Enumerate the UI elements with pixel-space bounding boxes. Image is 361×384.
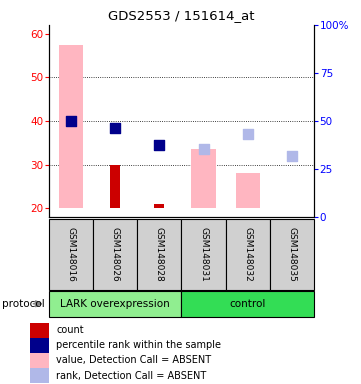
Text: control: control	[230, 299, 266, 309]
Text: rank, Detection Call = ABSENT: rank, Detection Call = ABSENT	[56, 371, 206, 381]
Bar	[236, 173, 260, 208]
Point	[245, 131, 251, 137]
Point	[289, 153, 295, 159]
Point	[112, 124, 118, 131]
Bar	[59, 45, 83, 208]
Text: GSM148026: GSM148026	[110, 227, 119, 282]
Bar	[226, 219, 270, 290]
Bar	[155, 204, 164, 208]
Text: value, Detection Call = ABSENT: value, Detection Call = ABSENT	[56, 356, 212, 366]
Text: GSM148016: GSM148016	[66, 227, 75, 282]
Text: GSM148028: GSM148028	[155, 227, 164, 282]
Bar	[30, 368, 49, 383]
Bar	[137, 219, 182, 290]
Bar	[181, 219, 226, 290]
Bar	[49, 219, 93, 290]
Bar	[30, 338, 49, 353]
Text: GSM148035: GSM148035	[287, 227, 296, 282]
Point	[156, 142, 162, 148]
Text: GSM148032: GSM148032	[243, 227, 252, 282]
Text: count: count	[56, 326, 84, 336]
Text: GSM148031: GSM148031	[199, 227, 208, 282]
Bar	[191, 149, 216, 208]
Bar	[49, 291, 181, 317]
Point	[201, 146, 206, 152]
Text: protocol: protocol	[2, 299, 44, 309]
Bar	[30, 353, 49, 368]
Bar	[181, 291, 314, 317]
Bar	[93, 219, 137, 290]
Bar	[110, 165, 120, 208]
Bar	[270, 219, 314, 290]
Bar	[30, 323, 49, 338]
Text: percentile rank within the sample: percentile rank within the sample	[56, 341, 221, 351]
Text: LARK overexpression: LARK overexpression	[60, 299, 170, 309]
Point	[68, 118, 74, 124]
Title: GDS2553 / 151614_at: GDS2553 / 151614_at	[108, 9, 255, 22]
